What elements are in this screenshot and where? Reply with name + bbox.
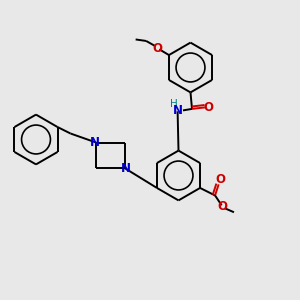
Text: H: H xyxy=(170,99,178,109)
Text: O: O xyxy=(215,173,225,186)
Text: N: N xyxy=(120,161,130,175)
Text: O: O xyxy=(218,200,228,213)
Text: N: N xyxy=(90,136,100,149)
Text: O: O xyxy=(204,101,214,114)
Text: O: O xyxy=(152,42,163,55)
Text: N: N xyxy=(172,104,183,117)
